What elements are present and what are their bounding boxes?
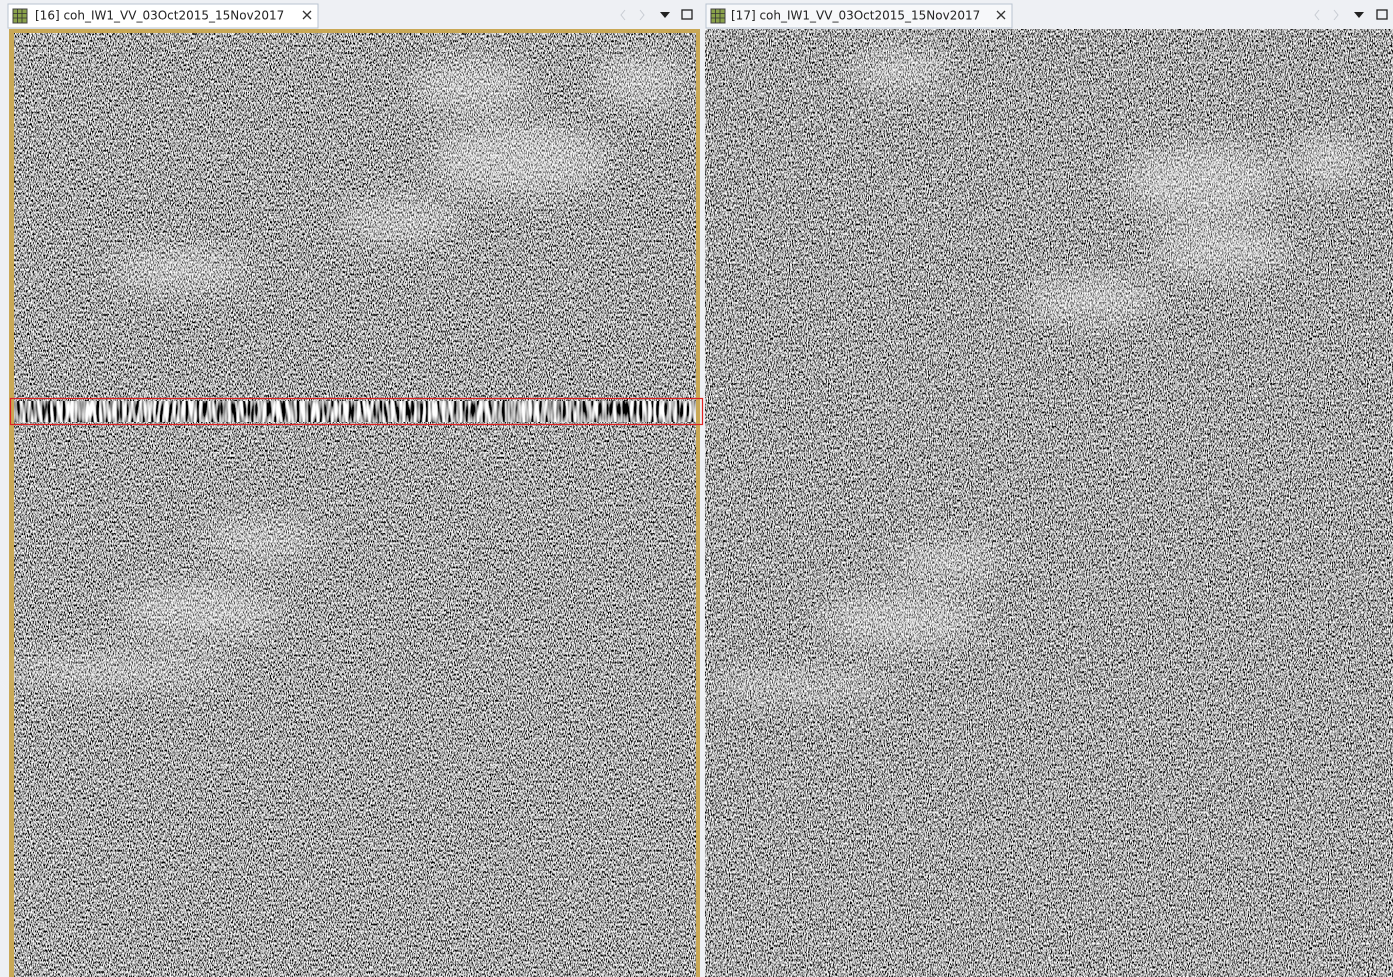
image-icon <box>13 9 27 23</box>
workspace: [16] coh_IW1_VV_03Oct2015_15Nov2017 [17]… <box>0 0 1393 977</box>
banding-artifact <box>14 401 696 422</box>
tab-title: [17] coh_IW1_VV_03Oct2015_15Nov2017 <box>731 9 980 23</box>
page: {"panels": [ {"tab": "[16] coh_IW1_VV_03… <box>0 0 1393 977</box>
tab-title: [16] coh_IW1_VV_03Oct2015_15Nov2017 <box>35 9 284 23</box>
coherence-image <box>705 29 1393 977</box>
image-icon <box>711 9 725 23</box>
